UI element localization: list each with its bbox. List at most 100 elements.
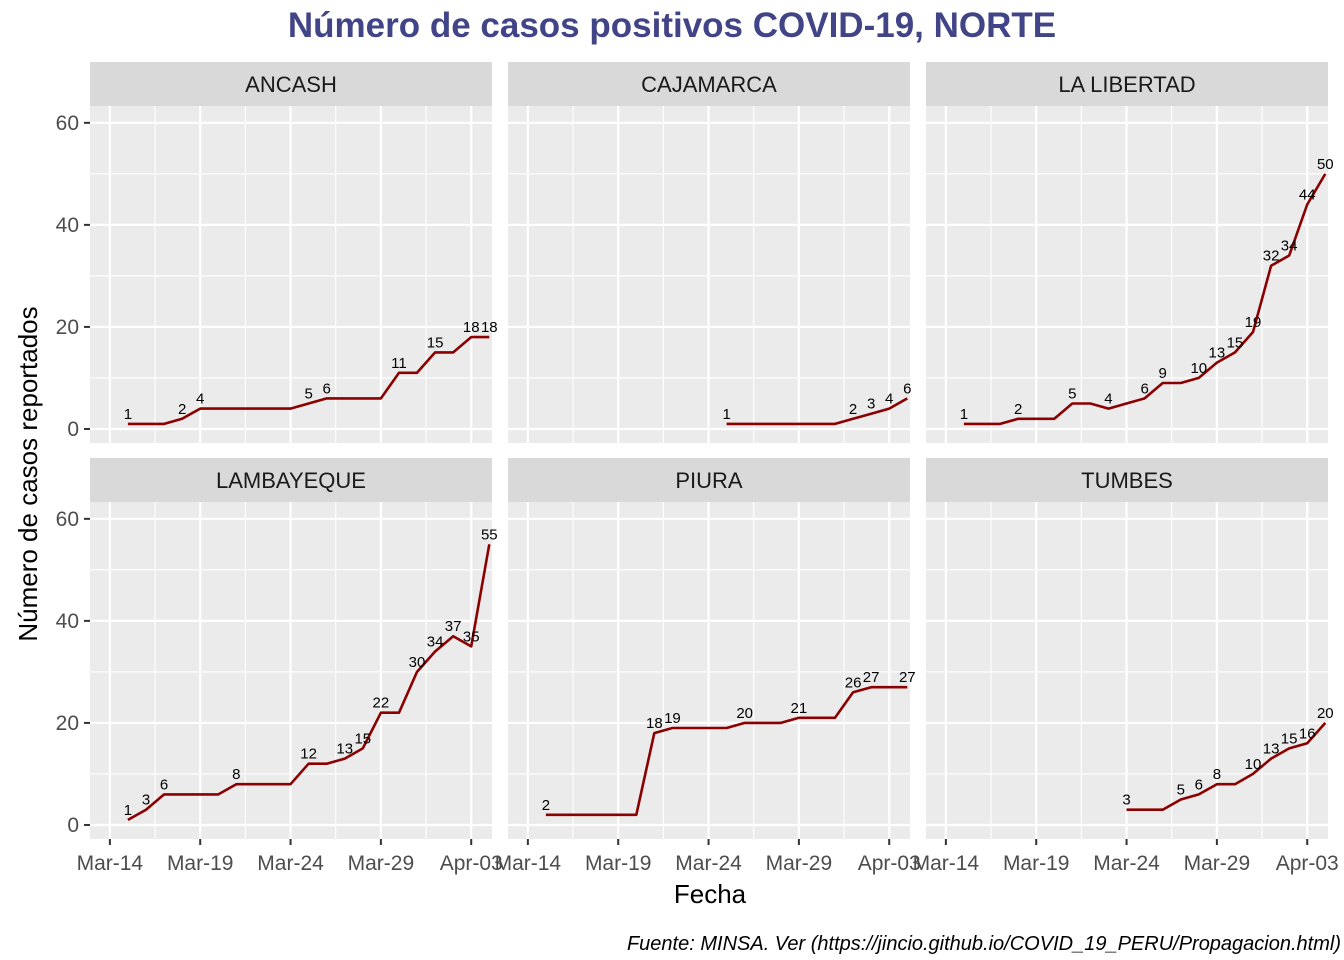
data-label: 6 [160, 776, 168, 793]
data-label: 6 [903, 380, 911, 397]
data-label: 15 [1281, 730, 1298, 747]
data-label: 18 [481, 319, 498, 336]
data-label: 3 [142, 792, 150, 809]
data-label: 13 [1209, 345, 1226, 362]
facet-strip [926, 62, 1328, 106]
series-line [127, 335, 490, 426]
data-label: 4 [196, 391, 204, 408]
y-tick-label: 20 [56, 712, 79, 735]
data-label: 13 [336, 741, 353, 758]
data-label: 15 [354, 730, 371, 747]
data-label: 6 [1140, 380, 1148, 397]
data-label: 18 [646, 715, 663, 732]
facet-strip-label: PIURA [675, 468, 743, 493]
y-tick-label: 60 [56, 508, 79, 531]
y-axis-title: Número de casos reportados [13, 306, 43, 641]
data-label: 1 [722, 406, 730, 423]
data-label: 9 [1159, 365, 1167, 382]
x-tick-label: Apr-03 [1276, 852, 1339, 875]
facet-strip-label: LA LIBERTAD [1058, 72, 1195, 97]
x-tick-label: Mar-19 [1003, 852, 1070, 875]
data-label: 27 [899, 669, 916, 686]
facet-strip [90, 62, 492, 106]
facet-strip [926, 458, 1328, 502]
x-tick-label: Mar-14 [495, 852, 562, 875]
data-label: 15 [427, 334, 444, 351]
data-label: 21 [791, 700, 808, 717]
series-line [963, 173, 1327, 426]
x-tick-label: Mar-19 [167, 852, 234, 875]
data-label: 34 [1281, 237, 1298, 254]
data-label: 2 [178, 401, 186, 418]
source-caption: Fuente: MINSA. Ver (https://jincio.githu… [627, 933, 1341, 955]
data-label: 20 [1317, 705, 1334, 722]
facet-strip-label: TUMBES [1081, 468, 1173, 493]
data-label: 35 [463, 628, 480, 645]
data-label: 19 [664, 710, 681, 727]
x-tick-label: Mar-24 [257, 852, 324, 875]
data-label: 5 [1068, 385, 1076, 402]
data-label: 22 [373, 695, 390, 712]
data-label: 6 [323, 380, 331, 397]
data-label: 3 [867, 396, 875, 413]
data-label: 55 [481, 526, 498, 543]
y-tick-label: 20 [56, 316, 79, 339]
facet-strip [90, 458, 492, 502]
series-line [1126, 722, 1327, 812]
series-line [545, 685, 908, 817]
data-label: 11 [391, 355, 407, 372]
data-label: 12 [300, 746, 317, 763]
facet-cajamarca: CAJAMARCA 1 2 3 46 [508, 62, 911, 443]
data-label: 37 [445, 618, 462, 635]
facet-strip [508, 458, 910, 502]
data-label: 13 [1263, 741, 1280, 758]
x-axis-title: Fecha [674, 879, 747, 909]
x-tick-label: Mar-29 [1184, 852, 1251, 875]
data-label: 27 [863, 669, 880, 686]
data-label: 4 [1104, 391, 1112, 408]
x-tick-label: Apr-03 [440, 852, 503, 875]
data-label: 8 [232, 766, 240, 783]
y-tick-label: 0 [67, 814, 79, 837]
data-label: 2 [849, 401, 857, 418]
data-label: 50 [1317, 156, 1334, 173]
data-label: 30 [409, 654, 426, 671]
facet-strip-label: ANCASH [245, 72, 337, 97]
data-label: 32 [1263, 248, 1280, 265]
facet-lambayeque: LAMBAYEQUE 0 20 40 60 Mar-14 Mar-19 Mar-24 Mar-2… [56, 458, 503, 875]
data-label: 5 [1177, 781, 1185, 798]
data-label: 26 [845, 674, 862, 691]
chart-title: Número de casos positivos COVID-19, NORT… [288, 6, 1056, 45]
series-line [127, 544, 491, 822]
facet-ancash: ANCASH 0 20 40 60 1 24 5 6 11 15 18 18 [56, 62, 498, 443]
x-tick-label: Mar-14 [913, 852, 980, 875]
x-tick-label: Mar-29 [766, 852, 833, 875]
facet-strip [508, 62, 910, 106]
data-label: 44 [1299, 186, 1316, 203]
data-label: 5 [304, 385, 312, 402]
data-label: 2 [542, 797, 550, 814]
y-tick-label: 40 [56, 214, 79, 237]
x-tick-label: Apr-03 [858, 852, 921, 875]
y-tick-label: 60 [56, 112, 79, 135]
data-label: 1 [124, 406, 132, 423]
data-label: 10 [1245, 756, 1262, 773]
data-label: 10 [1190, 360, 1207, 377]
data-label: 16 [1299, 725, 1316, 742]
data-label: 8 [1213, 766, 1221, 783]
data-label: 18 [463, 319, 480, 336]
data-label: 1 [124, 802, 132, 819]
data-label: 20 [736, 705, 753, 722]
x-tick-label: Mar-24 [675, 852, 742, 875]
x-tick-label: Mar-19 [585, 852, 652, 875]
data-label: 4 [885, 391, 893, 408]
x-tick-label: Mar-24 [1093, 852, 1160, 875]
facet-strip-label: CAJAMARCA [641, 72, 777, 97]
data-label: 15 [1227, 334, 1244, 351]
data-label: 2 [1014, 401, 1022, 418]
data-label: 34 [427, 633, 444, 650]
data-label: 1 [960, 406, 968, 423]
